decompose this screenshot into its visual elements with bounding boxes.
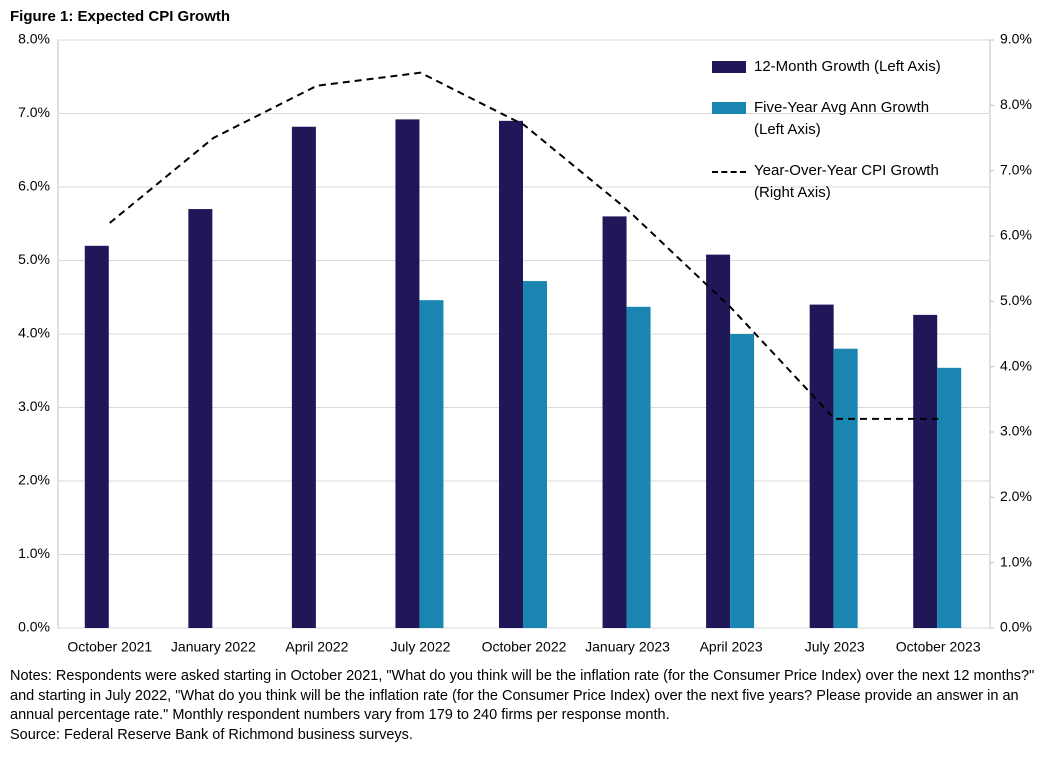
y-tick-label: 0.0%: [18, 619, 50, 635]
y2-tick-label: 5.0%: [1000, 292, 1032, 308]
source-text: Source: Federal Reserve Bank of Richmond…: [10, 726, 413, 743]
chart-title: Figure 1: Expected CPI Growth: [10, 8, 230, 25]
bar: [913, 314, 938, 628]
x-tick-label: October 2021: [67, 639, 152, 655]
x-tick-label: July 2023: [805, 639, 865, 655]
bar: [937, 367, 962, 628]
x-tick-label: April 2022: [285, 639, 348, 655]
legend-label: Five-Year Avg Ann Growth (Left Axis): [754, 99, 930, 138]
legend-item: 12-Month Growth (Left Axis): [712, 56, 972, 78]
bar: [706, 254, 731, 628]
x-tick-label: April 2023: [700, 639, 763, 655]
legend-swatch: [712, 102, 746, 114]
y2-tick-label: 7.0%: [1000, 161, 1032, 177]
x-tick-label: July 2022: [390, 639, 450, 655]
y-tick-label: 7.0%: [18, 104, 50, 120]
x-tick-label: January 2023: [585, 639, 670, 655]
bar: [523, 281, 547, 628]
x-tick-label: October 2023: [896, 639, 981, 655]
bar: [499, 120, 523, 628]
y-tick-label: 2.0%: [18, 472, 50, 488]
y-tick-label: 8.0%: [18, 31, 50, 47]
x-tick-label: October 2022: [482, 639, 567, 655]
y2-tick-label: 6.0%: [1000, 227, 1032, 243]
y2-tick-label: 2.0%: [1000, 488, 1032, 504]
legend-swatch: [712, 61, 746, 73]
y-tick-label: 4.0%: [18, 325, 50, 341]
y-tick-label: 5.0%: [18, 251, 50, 267]
legend-label: 12-Month Growth (Left Axis): [754, 58, 941, 75]
bar: [602, 216, 627, 628]
legend-item: Year-Over-Year CPI Growth (Right Axis): [712, 160, 972, 204]
y-tick-label: 6.0%: [18, 178, 50, 194]
bar: [730, 334, 755, 628]
bar: [809, 304, 834, 628]
line-series: [109, 71, 939, 420]
bar: [626, 306, 651, 628]
notes-text: Notes: Respondents were asked starting i…: [10, 668, 1035, 723]
y-tick-label: 1.0%: [18, 545, 50, 561]
bar: [419, 300, 444, 628]
bar: [84, 245, 109, 629]
y2-tick-label: 4.0%: [1000, 357, 1032, 373]
x-tick-label: January 2022: [171, 639, 256, 655]
bar: [188, 209, 213, 629]
y2-tick-label: 1.0%: [1000, 553, 1032, 569]
bar: [833, 348, 858, 628]
y2-tick-label: 8.0%: [1000, 96, 1032, 112]
y2-tick-label: 3.0%: [1000, 423, 1032, 439]
y2-tick-label: 0.0%: [1000, 619, 1032, 635]
y2-tick-label: 9.0%: [1000, 31, 1032, 47]
y-tick-label: 3.0%: [18, 398, 50, 414]
bar: [291, 126, 316, 628]
legend: 12-Month Growth (Left Axis) Five-Year Avg…: [712, 56, 972, 223]
legend-swatch: [712, 171, 746, 173]
bar: [395, 119, 420, 628]
legend-label: Year-Over-Year CPI Growth (Right Axis): [754, 162, 939, 201]
legend-item: Five-Year Avg Ann Growth (Left Axis): [712, 97, 972, 141]
notes: Notes: Respondents were asked starting i…: [10, 667, 1040, 745]
